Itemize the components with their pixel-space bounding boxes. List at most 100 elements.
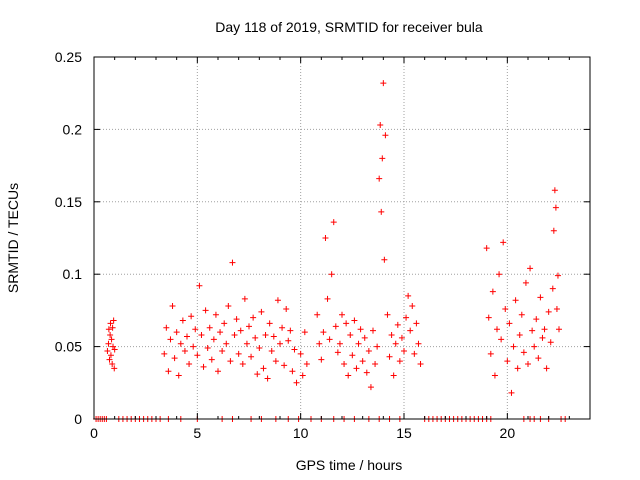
data-point <box>487 350 494 357</box>
data-point <box>341 360 348 367</box>
data-point <box>514 365 521 372</box>
data-point <box>355 340 362 347</box>
data-point <box>320 329 327 336</box>
data-point <box>554 272 561 279</box>
data-point <box>541 326 548 333</box>
data-point <box>543 365 550 372</box>
data-point <box>483 245 490 252</box>
data-point <box>531 343 538 350</box>
x-tick-label: 15 <box>396 425 412 441</box>
data-point <box>301 329 308 336</box>
data-point <box>202 307 209 314</box>
plot-frame <box>93 56 591 420</box>
data-point <box>246 323 252 330</box>
data-point <box>322 235 329 241</box>
x-tick-label: 5 <box>193 425 201 441</box>
data-point <box>527 265 534 272</box>
data-point <box>380 80 387 87</box>
data-point <box>545 308 552 315</box>
data-point <box>297 350 304 357</box>
data-point <box>363 369 370 376</box>
y-tick-label: 0 <box>74 411 82 427</box>
data-point <box>252 334 259 341</box>
data-point <box>407 327 414 334</box>
data-point <box>248 353 255 360</box>
data-point <box>332 323 339 330</box>
data-point <box>498 336 505 343</box>
data-point <box>518 311 525 318</box>
data-point <box>264 375 271 382</box>
data-point <box>411 350 418 357</box>
data-point <box>177 340 184 347</box>
data-point <box>401 347 407 354</box>
data-point <box>522 279 529 286</box>
data-point <box>111 346 118 353</box>
data-point <box>231 332 238 339</box>
data-point <box>299 372 306 379</box>
data-point <box>188 313 195 320</box>
data-point <box>349 352 356 359</box>
data-point <box>405 292 412 299</box>
data-point <box>250 314 257 321</box>
data-point <box>553 305 560 312</box>
data-point <box>491 372 498 379</box>
data-point <box>219 347 226 354</box>
data-point <box>409 303 416 310</box>
data-point <box>345 372 352 379</box>
data-point <box>520 349 527 356</box>
data-point <box>339 311 345 318</box>
data-point <box>372 360 379 367</box>
data-point <box>326 336 333 343</box>
data-point <box>537 294 544 301</box>
data-point <box>303 360 310 367</box>
data-point <box>237 327 244 334</box>
data-point <box>556 326 562 333</box>
chart-title: Day 118 of 2019, SRMTID for receiver bul… <box>215 19 483 35</box>
data-point <box>109 360 116 367</box>
data-point <box>516 332 523 339</box>
data-point <box>235 350 242 357</box>
data-point <box>336 340 343 347</box>
axis-ticks: 0 5 10 15 20 0 0.05 0.1 0.15 0.2 0.25 <box>55 49 591 441</box>
data-point <box>494 326 500 333</box>
data-point <box>233 316 240 323</box>
data-point <box>206 324 213 331</box>
data-point <box>390 372 397 379</box>
data-point <box>279 324 286 331</box>
data-point <box>417 360 424 367</box>
data-point <box>291 346 298 353</box>
y-tick-label: 0.25 <box>55 49 82 65</box>
data-point <box>512 297 519 304</box>
data-point <box>107 320 114 327</box>
data-point <box>396 358 403 365</box>
data-point <box>190 343 197 350</box>
data-point <box>171 355 178 362</box>
data-point <box>287 327 294 334</box>
data-point <box>225 303 232 310</box>
data-point <box>192 326 199 333</box>
data-point <box>270 333 277 340</box>
data-point <box>381 256 388 263</box>
data-point <box>105 326 112 333</box>
data-point <box>549 285 556 292</box>
data-point <box>328 271 335 278</box>
data-point <box>334 349 341 356</box>
data-point <box>535 355 542 362</box>
data-point <box>283 305 290 312</box>
x-tick-label: 0 <box>90 425 98 441</box>
data-point <box>343 320 350 327</box>
data-point <box>106 356 113 363</box>
data-point <box>204 345 211 352</box>
data-point <box>165 368 172 375</box>
data-point <box>551 187 558 194</box>
y-tick-label: 0.2 <box>63 121 83 137</box>
data-point <box>181 347 188 354</box>
data-point <box>110 317 117 324</box>
data-point <box>268 347 275 354</box>
data-point <box>293 379 300 386</box>
data-point <box>274 297 281 304</box>
data-point <box>394 321 401 328</box>
data-point <box>351 317 358 324</box>
data-point <box>175 372 182 379</box>
